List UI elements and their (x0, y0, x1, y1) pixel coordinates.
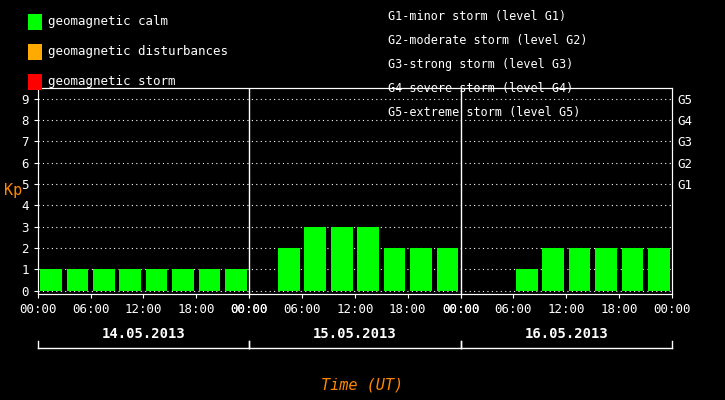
Text: geomagnetic calm: geomagnetic calm (48, 16, 168, 28)
Bar (93, 270, 115, 291)
Bar (595, 248, 617, 291)
Text: 14.05.2013: 14.05.2013 (102, 327, 186, 341)
Bar (410, 248, 432, 291)
Y-axis label: Kp: Kp (4, 184, 22, 198)
Bar (173, 270, 194, 291)
Bar (621, 248, 643, 291)
Bar (304, 227, 326, 291)
Text: G2-moderate storm (level G2): G2-moderate storm (level G2) (388, 34, 587, 47)
Text: 16.05.2013: 16.05.2013 (524, 327, 608, 341)
Bar (568, 248, 590, 291)
Text: geomagnetic storm: geomagnetic storm (48, 76, 175, 88)
Bar (278, 248, 299, 291)
Bar (67, 270, 88, 291)
Text: G3-strong storm (level G3): G3-strong storm (level G3) (388, 58, 573, 71)
Text: G4-severe storm (level G4): G4-severe storm (level G4) (388, 82, 573, 95)
Bar (542, 248, 564, 291)
Bar (436, 248, 458, 291)
Text: geomagnetic disturbances: geomagnetic disturbances (48, 46, 228, 58)
Bar (199, 270, 220, 291)
Bar (648, 248, 670, 291)
Text: G1-minor storm (level G1): G1-minor storm (level G1) (388, 10, 566, 23)
Bar (120, 270, 141, 291)
Bar (225, 270, 247, 291)
Bar (331, 227, 352, 291)
Text: G5-extreme storm (level G5): G5-extreme storm (level G5) (388, 106, 580, 119)
Bar (516, 270, 537, 291)
Text: Time (UT): Time (UT) (321, 378, 404, 393)
Bar (146, 270, 167, 291)
Bar (357, 227, 379, 291)
Bar (40, 270, 62, 291)
Text: 15.05.2013: 15.05.2013 (313, 327, 397, 341)
Bar (384, 248, 405, 291)
